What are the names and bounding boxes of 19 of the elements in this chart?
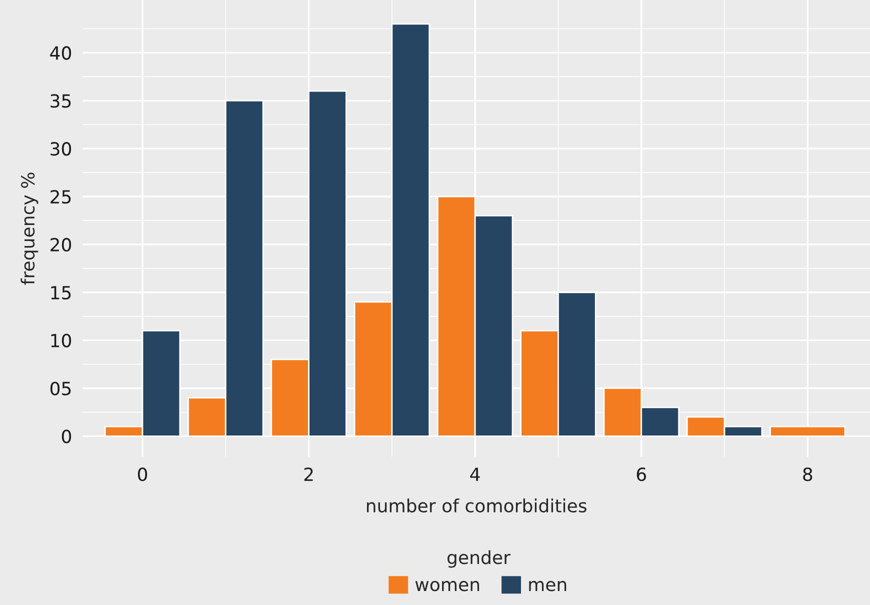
y-tick-label: 10 <box>51 334 72 348</box>
y-tick-label: 20 <box>50 238 72 252</box>
y-tick-label: 25 <box>50 190 71 204</box>
y-axis-title: frequency % <box>20 172 38 285</box>
x-tick-label: 4 <box>470 468 480 481</box>
y-tick-label: 35 <box>50 94 71 108</box>
x-tick-label: 6 <box>636 468 646 482</box>
legend-title: gender <box>447 550 510 568</box>
x-tick-label: 2 <box>304 468 313 481</box>
y-tick-label: 05 <box>50 382 71 396</box>
y-tick-label: 15 <box>51 286 71 300</box>
y-tick-label: 0 <box>62 430 72 444</box>
x-tick-label: 0 <box>138 468 148 482</box>
legend-label: women <box>415 580 480 592</box>
x-axis-title: number of comorbidities <box>366 498 586 513</box>
x-tick-label: 8 <box>803 468 812 482</box>
y-tick-label: 30 <box>50 142 72 156</box>
y-tick-label: 40 <box>50 46 72 60</box>
legend-label: men <box>529 580 566 592</box>
